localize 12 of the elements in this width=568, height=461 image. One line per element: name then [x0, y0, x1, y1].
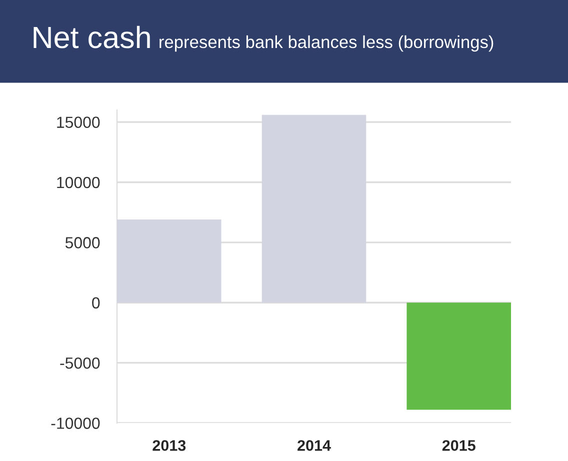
chart-title: Net cash — [34, 26, 150, 48]
x-tick-label: 2015 — [442, 440, 476, 451]
y-tick-label: 10000 — [57, 176, 100, 188]
y-tick-label: -10000 — [51, 418, 100, 429]
bar — [406, 302, 511, 410]
y-tick-label: 15000 — [57, 116, 100, 128]
y-tick-label: 0 — [92, 297, 100, 309]
x-tick-label: 2014 — [298, 440, 331, 451]
x-tick-label: 2013 — [152, 440, 186, 451]
chart-subtitle: represents bank balances less (borrowings) — [160, 35, 494, 52]
y-tick-label: -5000 — [60, 357, 100, 369]
y-tick-label: 5000 — [65, 237, 100, 248]
